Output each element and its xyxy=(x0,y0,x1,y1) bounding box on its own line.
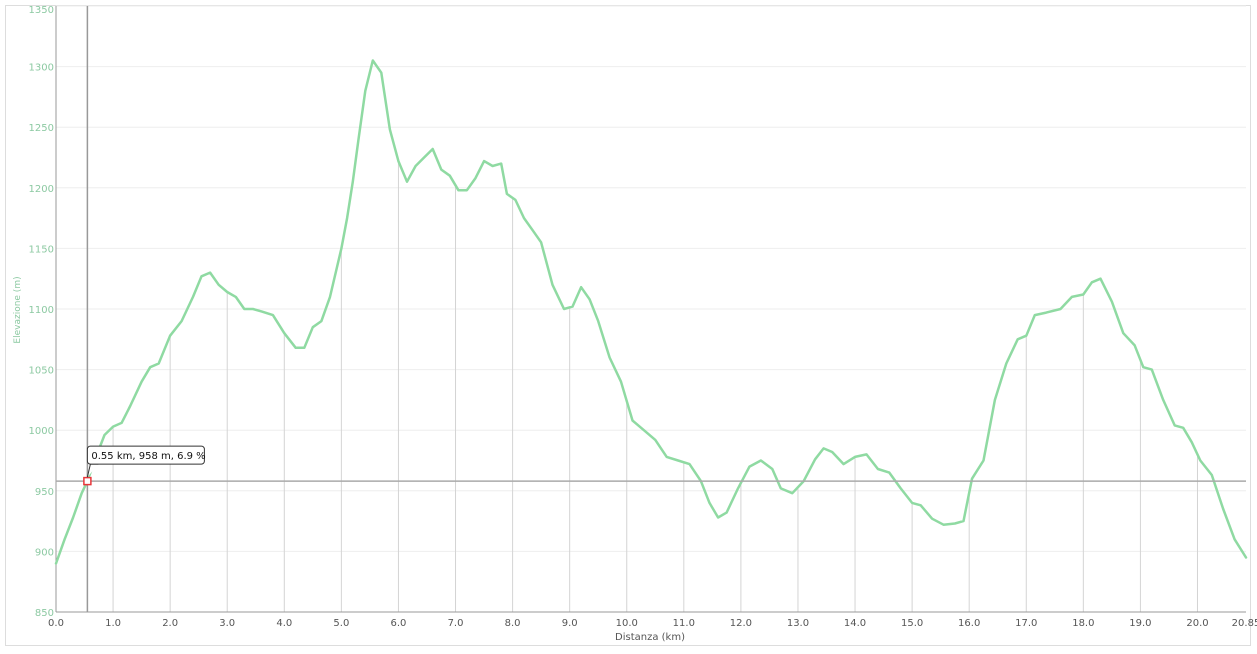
x-tick-label: 14.0 xyxy=(844,618,866,629)
y-tick-label: 950 xyxy=(35,487,54,498)
tooltip-box xyxy=(86,445,205,465)
x-tick-label: 3.0 xyxy=(219,618,235,629)
x-tick-label: 16.0 xyxy=(958,618,980,629)
y-tick-label: 1300 xyxy=(29,63,54,74)
x-tick-label: 18.0 xyxy=(1072,618,1094,629)
y-tick-label: 1150 xyxy=(29,244,54,255)
tooltip-pointer xyxy=(86,463,99,478)
y-tick-label: 1350 xyxy=(29,5,54,16)
y-tick-label: 1050 xyxy=(29,366,54,377)
x-tick-label: 11.0 xyxy=(673,618,695,629)
x-tick-label: 0.0 xyxy=(48,618,64,629)
x-tick-label: 19.0 xyxy=(1129,618,1151,629)
elevation-line xyxy=(54,59,1248,565)
x-tick-label: 5.0 xyxy=(333,618,349,629)
x-axis-title: Distanza (km) xyxy=(615,632,685,643)
x-tick-label: 4.0 xyxy=(276,618,292,629)
tooltip-label: 0.55 km, 958 m, 6.9 % xyxy=(91,451,205,462)
x-tick-label: 6.0 xyxy=(390,618,406,629)
x-tick-label: 8.0 xyxy=(505,618,521,629)
x-tick-label: 17.0 xyxy=(1015,618,1037,629)
x-tick-label: 2.0 xyxy=(162,618,178,629)
y-axis-title: Elevazione (m) xyxy=(13,276,23,343)
y-tick-label: 900 xyxy=(35,547,54,558)
x-tick-label: 9.0 xyxy=(562,618,578,629)
series-layer xyxy=(54,59,1248,565)
cursor-marker xyxy=(83,476,92,486)
x-tick-label: 7.0 xyxy=(448,618,464,629)
y-tick-label: 1250 xyxy=(29,123,54,134)
x-tick-label: 20.85 xyxy=(1232,618,1257,629)
grid-layer xyxy=(56,5,1246,613)
x-tick-label: 20.0 xyxy=(1186,618,1208,629)
chart-border xyxy=(5,5,1251,646)
x-tick-label: 10.0 xyxy=(616,618,638,629)
y-tick-label: 1000 xyxy=(29,426,54,437)
x-tick-label: 1.0 xyxy=(105,618,121,629)
y-tick-label: 850 xyxy=(35,608,54,619)
x-tick-label: 13.0 xyxy=(787,618,809,629)
y-tick-label: 1100 xyxy=(29,305,54,316)
axis-layer: 850 900 950 1000 1050 1100 1150 1200 1250 1300 135… xyxy=(29,5,1257,629)
x-tick-label: 15.0 xyxy=(901,618,923,629)
y-tick-label: 1200 xyxy=(29,184,54,195)
x-tick-label: 12.0 xyxy=(730,618,752,629)
cursor-layer: 0.55 km, 958 m, 6.9 % xyxy=(56,6,1246,612)
